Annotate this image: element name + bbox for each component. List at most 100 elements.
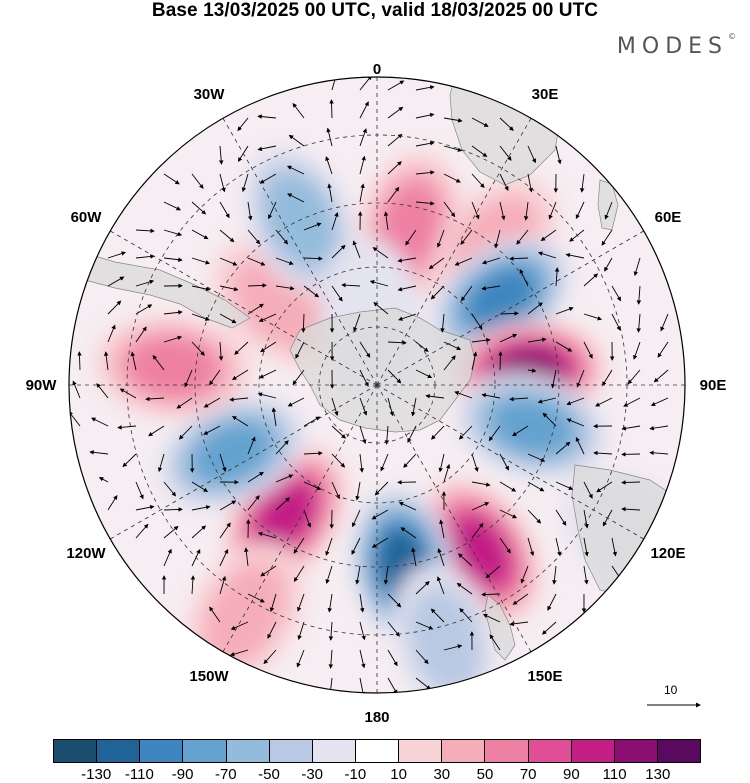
south-america-land — [69, 249, 251, 329]
longitude-label: 0 — [373, 61, 381, 78]
wind-vector — [499, 173, 509, 191]
meridian-line — [376, 230, 644, 386]
wind-vector — [327, 593, 333, 613]
wind-vector — [387, 397, 394, 417]
wind-vector — [135, 228, 155, 234]
wind-vector — [454, 257, 473, 266]
wind-vector — [371, 509, 389, 520]
wind-vector — [163, 548, 172, 567]
wind-vector — [438, 453, 445, 473]
wind-vector — [425, 393, 445, 399]
colorbar-tick-label: -50 — [258, 766, 280, 783]
wind-vector — [219, 548, 229, 567]
wind-vector — [387, 593, 402, 608]
colorbar — [53, 739, 701, 763]
anomaly-contour — [407, 585, 484, 693]
wind-vector — [135, 505, 155, 511]
wind-vector — [331, 77, 338, 91]
latitude-circle — [258, 266, 496, 504]
wind-vector — [258, 369, 277, 379]
wind-vector — [303, 509, 312, 528]
meridians — [69, 77, 685, 693]
graticule — [69, 77, 685, 693]
wind-vector — [583, 273, 599, 287]
wind-vector — [649, 425, 669, 431]
wind-vector — [415, 141, 435, 147]
wind-vector — [471, 201, 480, 220]
wind-vector — [268, 201, 277, 220]
wind-vector — [190, 575, 196, 595]
wind-vector — [331, 211, 339, 231]
wind-vector — [219, 257, 238, 266]
wind-vector — [191, 285, 211, 292]
colorbar-tick-label: -110 — [124, 766, 154, 783]
wind-vector — [499, 509, 518, 519]
wind-vector-field — [69, 77, 669, 693]
wind-vector — [499, 117, 514, 131]
wind-vector — [415, 201, 435, 206]
wind-vector — [387, 677, 398, 693]
wind-vector — [415, 85, 435, 91]
wind-vector — [117, 425, 137, 430]
wind-vector — [482, 613, 501, 623]
wind-vector — [527, 481, 545, 492]
colorbar-segment — [399, 740, 443, 762]
wind-vector — [293, 565, 305, 582]
wind-vector — [234, 341, 249, 355]
wind-vector — [287, 193, 305, 203]
wind-vector — [397, 285, 417, 292]
wind-vector — [292, 369, 305, 386]
wind-vector — [540, 229, 557, 242]
wind-vector — [303, 451, 323, 456]
wind-vector — [519, 268, 529, 287]
wind-vector — [257, 114, 277, 119]
wind-vector — [329, 99, 334, 119]
wind-vector — [229, 397, 249, 402]
map-title: Base 13/03/2025 00 UTC, valid 18/03/2025… — [151, 0, 599, 21]
wind-vector — [583, 537, 589, 557]
wind-vector — [653, 369, 669, 383]
wind-vector — [359, 341, 371, 358]
wind-vector — [489, 634, 501, 651]
wind-vector — [583, 565, 589, 585]
longitude-label: 150W — [189, 668, 229, 685]
wind-vector — [257, 392, 277, 399]
wind-vector — [331, 285, 343, 302]
longitude-label: 60W — [71, 209, 103, 226]
wind-vector — [157, 453, 165, 473]
wind-vector — [494, 229, 501, 249]
wind-vector — [359, 369, 369, 387]
wind-vector — [542, 412, 557, 427]
wind-vector — [440, 313, 445, 333]
wind-vector — [633, 341, 641, 360]
wind-vector — [660, 313, 669, 332]
wind-vector — [548, 201, 557, 220]
wind-vector — [219, 229, 235, 243]
wind-vector — [297, 621, 305, 641]
meridian-line — [376, 384, 532, 652]
colorbar-tick-label: -70 — [214, 766, 237, 783]
wind-vector — [575, 436, 585, 455]
wind-vector — [135, 279, 155, 287]
wind-vector — [359, 425, 367, 445]
wind-vector — [303, 481, 322, 490]
wind-vector — [443, 145, 463, 152]
wind-vector — [247, 471, 264, 483]
wind-vector — [387, 369, 402, 384]
anomaly-contour — [255, 481, 315, 551]
wind-vector — [400, 527, 417, 539]
wind-vector — [593, 450, 613, 456]
wind-vector — [537, 397, 557, 404]
colorbar-segment — [614, 740, 658, 762]
wind-vector — [499, 333, 518, 343]
wind-vector — [269, 593, 277, 613]
wind-vector — [203, 397, 221, 408]
wind-vector — [443, 644, 463, 651]
wind-vector — [471, 481, 491, 487]
wind-vector — [555, 441, 571, 455]
wind-vector — [471, 117, 489, 127]
wind-vector — [237, 117, 249, 132]
wind-vector — [288, 134, 305, 147]
wind-vector — [636, 285, 642, 305]
wind-vector — [191, 229, 209, 240]
